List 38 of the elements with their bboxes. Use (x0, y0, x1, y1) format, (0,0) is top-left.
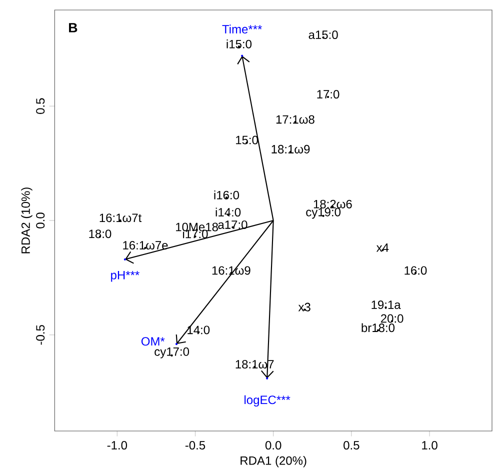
data-label: br18:0 (362, 323, 395, 332)
data-label: 18:2ω6 (314, 200, 352, 208)
y-tick-label: 0.5 (36, 98, 45, 114)
data-label: i14:0 (216, 208, 241, 217)
data-label: x3 (298, 302, 310, 312)
x-tick-label: -1.0 (107, 441, 128, 450)
data-label: Time*** (222, 24, 262, 34)
data-label: 14:0 (188, 326, 210, 334)
data-label: 17:1ω8 (276, 115, 314, 124)
data-label: 10Me18 (176, 222, 218, 232)
y-tick-label: -0.5 (36, 325, 45, 345)
data-label: 16:0 (404, 266, 427, 275)
data-label: a17:0 (218, 220, 248, 229)
data-label: 19:1a (372, 300, 401, 310)
data-label: logEC*** (244, 395, 290, 406)
x-tick-label: 0.0 (265, 441, 282, 450)
data-label: 18:0 (89, 230, 112, 238)
x-axis-title: RDA1 (20%) (240, 456, 306, 468)
y-tick-label: 0.0 (36, 212, 45, 228)
x-tick-label: 0.5 (344, 441, 360, 450)
data-label: 17:0 (317, 90, 340, 99)
data-label: i16:0 (214, 190, 240, 200)
data-label: 18:1ω9 (272, 144, 310, 154)
data-label: 16:1ω7t (100, 214, 142, 222)
text: B (69, 23, 78, 32)
x-tick-label: 1.0 (422, 441, 438, 450)
data-label: a15:0 (308, 30, 338, 40)
data-label: 16:1ω7e (123, 241, 168, 250)
data-label: x4 (376, 243, 389, 252)
data-label: i15:0 (226, 40, 252, 48)
data-label: 20:0 (380, 314, 404, 323)
y-axis-title: RDA2 (10%) (21, 188, 32, 254)
data-label: cy17:0 (154, 347, 190, 358)
x-tick-label: -0.5 (185, 441, 206, 450)
data-label: OM* (141, 337, 165, 346)
data-label: pH*** (111, 270, 140, 282)
data-label: 15:0 (236, 136, 258, 144)
data-label: cy19:0 (306, 208, 341, 219)
